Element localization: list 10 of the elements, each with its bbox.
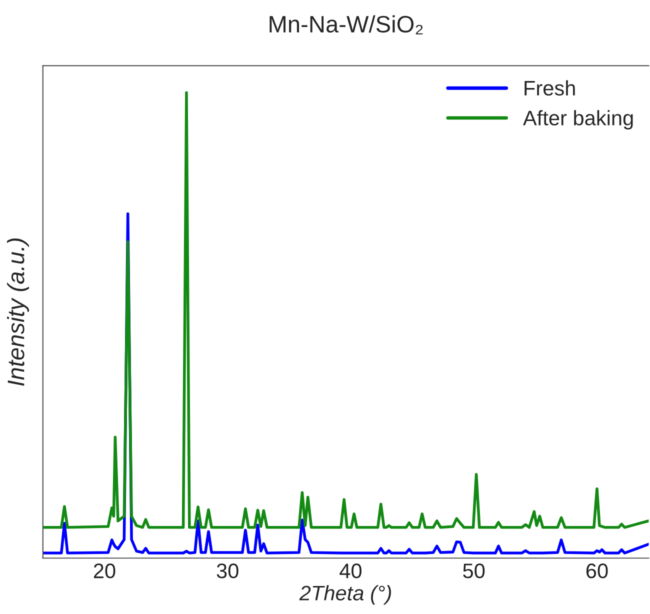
x-axis-title: 2Theta (°) [299,585,391,605]
x-tick-label: 20 [94,564,116,578]
legend-label: After baking [522,110,633,130]
x-tick-label: 50 [463,564,485,578]
x-tick-label: 40 [340,564,362,578]
x-tick-label: 30 [216,564,238,578]
y-axis-title: Intensity (a.u.) [7,238,30,386]
chart-title: Mn-Na-W/SiO₂ [270,15,423,34]
x-tick-label: 60 [586,564,608,578]
legend-label: Fresh [524,80,575,96]
